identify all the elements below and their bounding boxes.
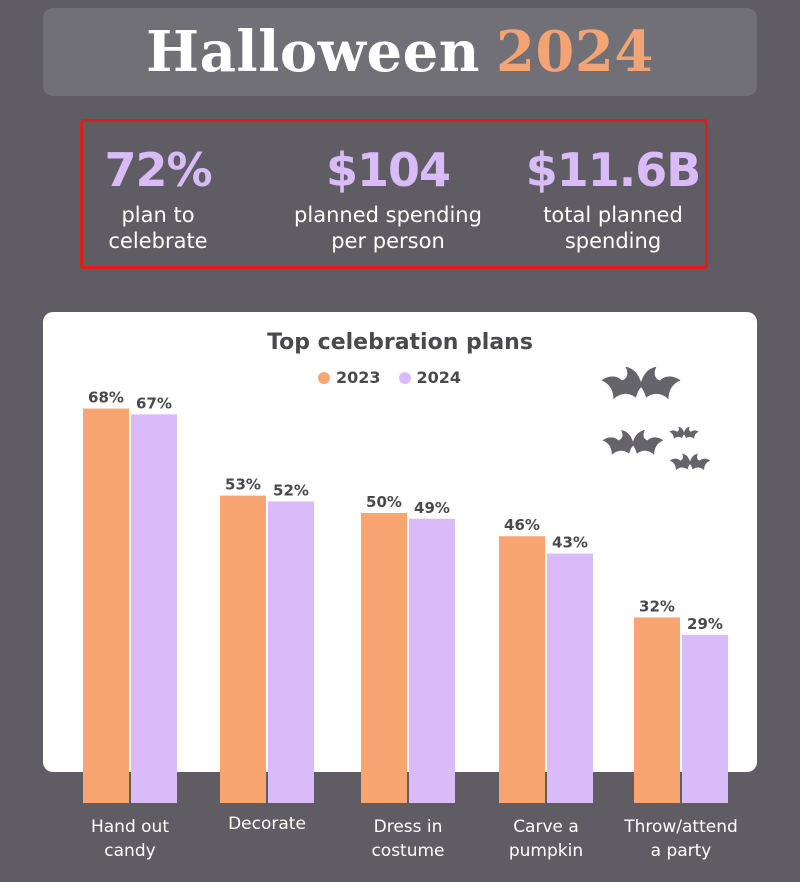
category-label: Dress in costume bbox=[371, 817, 444, 861]
stat-celebrate: 72% plan to celebrate bbox=[83, 144, 233, 254]
data-label: 43% bbox=[552, 534, 588, 552]
stats-box: 72% plan to celebrate $104 planned spend… bbox=[80, 119, 708, 269]
data-label: 52% bbox=[273, 481, 309, 499]
bar-2023-0 bbox=[83, 408, 129, 803]
legend-swatch-2023 bbox=[318, 371, 330, 384]
legend-label: 2024 bbox=[416, 368, 462, 387]
bar-2024-2 bbox=[409, 518, 455, 803]
legend-item-2023: 2023 bbox=[318, 368, 381, 387]
bat-icon bbox=[601, 366, 681, 400]
data-label: 32% bbox=[639, 597, 675, 615]
bar-2024-4 bbox=[682, 634, 728, 803]
data-label: 29% bbox=[687, 615, 723, 633]
data-label: 49% bbox=[414, 499, 450, 517]
page-title: Halloween 2024 bbox=[43, 8, 757, 96]
data-label: 68% bbox=[88, 389, 124, 407]
stat-label: total planned spending bbox=[543, 203, 683, 253]
stat-per-person: $104 planned spending per person bbox=[273, 144, 503, 254]
legend-item-2024: 2024 bbox=[398, 368, 462, 387]
chart-legend: 2023 2024 bbox=[318, 368, 479, 387]
stat-value: $104 bbox=[325, 143, 451, 197]
category-label: Carve a pumpkin bbox=[509, 817, 583, 861]
bar-2024-3 bbox=[547, 553, 593, 803]
category-label: Throw/attend a party bbox=[623, 817, 738, 861]
data-label: 50% bbox=[366, 493, 402, 511]
legend-swatch-2024 bbox=[398, 371, 411, 384]
stat-value: $11.6B bbox=[525, 143, 702, 197]
category-label: Hand out candy bbox=[91, 817, 169, 861]
bar-2024-1 bbox=[268, 501, 314, 803]
data-label: 67% bbox=[136, 394, 172, 412]
stat-label: plan to celebrate bbox=[108, 203, 208, 253]
bat-icon bbox=[669, 426, 699, 439]
legend-label: 2023 bbox=[336, 368, 381, 387]
bat-icon bbox=[669, 453, 711, 471]
data-label: 53% bbox=[225, 476, 261, 494]
category-label: Decorate bbox=[228, 814, 306, 834]
stat-total: $11.6B total planned spending bbox=[523, 144, 703, 254]
data-label: 46% bbox=[504, 516, 540, 534]
title-word: Halloween bbox=[146, 19, 480, 85]
bat-icon bbox=[602, 429, 664, 455]
title-year: 2024 bbox=[495, 19, 654, 85]
bar-2023-4 bbox=[634, 617, 680, 803]
bar-2023-3 bbox=[499, 536, 545, 803]
bar-2023-2 bbox=[361, 513, 407, 803]
stat-value: 72% bbox=[104, 143, 212, 197]
bar-2023-1 bbox=[220, 495, 266, 803]
bar-2024-0 bbox=[131, 414, 177, 803]
stat-label: planned spending per person bbox=[294, 203, 482, 253]
chart-title: Top celebration plans bbox=[267, 330, 533, 355]
